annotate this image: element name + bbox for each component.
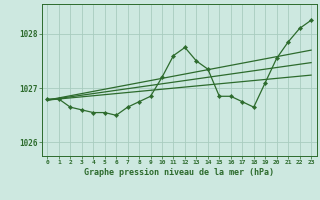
X-axis label: Graphe pression niveau de la mer (hPa): Graphe pression niveau de la mer (hPa)	[84, 168, 274, 177]
